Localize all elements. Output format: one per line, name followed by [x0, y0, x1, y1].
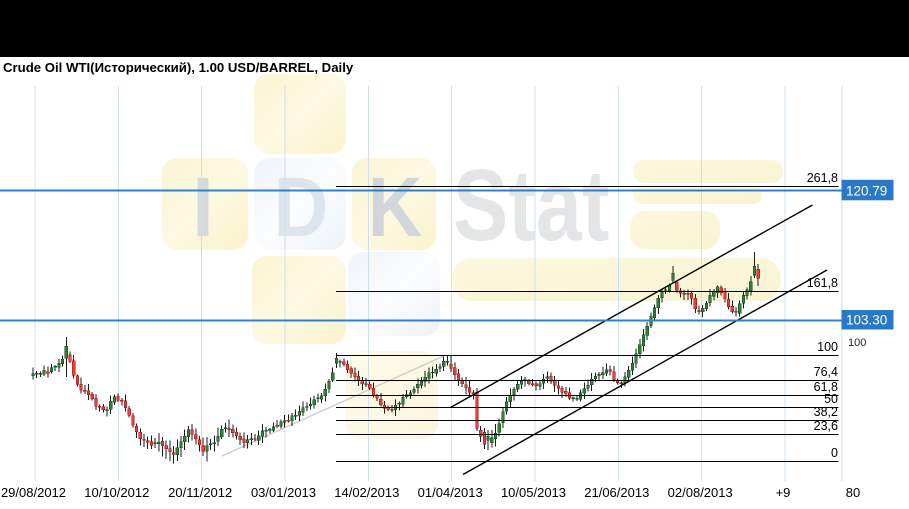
svg-text:120.79: 120.79 — [846, 183, 887, 198]
svg-text:I: I — [192, 160, 213, 254]
svg-text:103.30: 103.30 — [846, 313, 887, 328]
svg-text:10/10/2012: 10/10/2012 — [84, 485, 149, 500]
svg-text:20/11/2012: 20/11/2012 — [168, 485, 232, 500]
svg-text:38,2: 38,2 — [814, 405, 838, 419]
svg-text:29/08/2012: 29/08/2012 — [1, 485, 66, 500]
svg-text:14/02/2013: 14/02/2013 — [334, 485, 399, 500]
svg-text:61,8: 61,8 — [814, 380, 838, 394]
svg-text:10/05/2013: 10/05/2013 — [501, 485, 566, 500]
svg-text:76,4: 76,4 — [814, 365, 838, 379]
svg-text:261,8: 261,8 — [807, 171, 838, 185]
svg-text:0: 0 — [831, 446, 838, 460]
svg-text:02/08/2013: 02/08/2013 — [668, 485, 733, 500]
svg-text:D: D — [274, 160, 329, 254]
svg-text:+9: +9 — [776, 485, 791, 500]
svg-text:01/04/2013: 01/04/2013 — [418, 485, 483, 500]
svg-text:03/01/2013: 03/01/2013 — [251, 485, 316, 500]
svg-text:100: 100 — [817, 340, 838, 354]
svg-text:100: 100 — [848, 337, 866, 349]
svg-text:21/06/2013: 21/06/2013 — [584, 485, 649, 500]
svg-text:161,8: 161,8 — [807, 276, 838, 290]
svg-text:50: 50 — [824, 392, 838, 406]
svg-text:Crude Oil WTI(Исторический), 1: Crude Oil WTI(Исторический), 1.00 USD/BA… — [3, 60, 354, 75]
svg-text:K: K — [368, 160, 423, 254]
svg-text:Stat: Stat — [453, 148, 609, 262]
svg-text:23,6: 23,6 — [814, 419, 838, 433]
svg-text:80: 80 — [846, 485, 860, 500]
